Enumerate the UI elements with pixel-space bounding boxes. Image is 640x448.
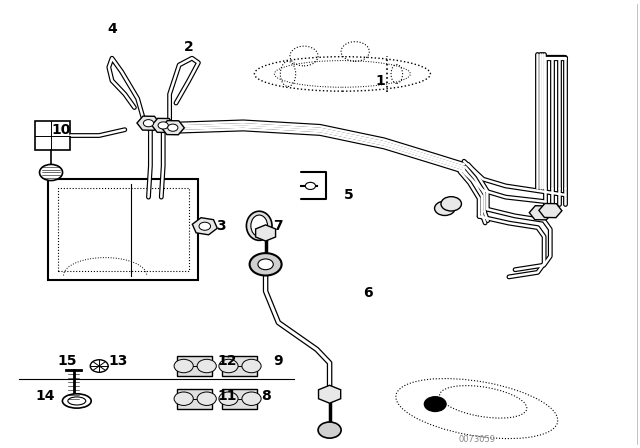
Circle shape: [199, 222, 211, 230]
Bar: [177, 389, 212, 409]
Circle shape: [305, 182, 316, 190]
Text: 6: 6: [363, 286, 373, 301]
Circle shape: [174, 359, 193, 373]
Bar: [177, 356, 212, 376]
Circle shape: [197, 359, 216, 373]
Circle shape: [242, 392, 261, 405]
Text: 13: 13: [109, 353, 128, 368]
Circle shape: [90, 360, 108, 372]
Text: 9: 9: [273, 353, 284, 368]
Circle shape: [174, 392, 193, 405]
Circle shape: [143, 120, 154, 127]
Circle shape: [435, 201, 455, 215]
Circle shape: [40, 164, 63, 181]
Text: 3: 3: [216, 219, 226, 233]
Bar: [58, 188, 189, 271]
Text: 10: 10: [51, 123, 70, 137]
Text: 12: 12: [218, 353, 237, 368]
Text: 14: 14: [35, 389, 54, 404]
Ellipse shape: [251, 215, 268, 237]
Text: 2: 2: [184, 40, 194, 54]
Text: 4: 4: [107, 22, 117, 36]
Circle shape: [158, 122, 168, 129]
Circle shape: [441, 197, 461, 211]
Circle shape: [258, 259, 273, 270]
Text: 1: 1: [376, 73, 386, 88]
Text: 11: 11: [218, 389, 237, 404]
Circle shape: [318, 422, 341, 438]
Circle shape: [168, 124, 178, 131]
Circle shape: [197, 392, 216, 405]
Circle shape: [250, 253, 282, 276]
Circle shape: [242, 359, 261, 373]
Bar: [35, 121, 70, 150]
Ellipse shape: [63, 394, 91, 408]
Ellipse shape: [246, 211, 272, 240]
Bar: [222, 356, 257, 376]
Text: 7: 7: [273, 219, 284, 233]
Text: 15: 15: [58, 353, 77, 368]
Circle shape: [424, 396, 447, 412]
Text: 0073059: 0073059: [458, 435, 495, 444]
Circle shape: [219, 392, 238, 405]
Bar: [48, 179, 198, 280]
Circle shape: [219, 359, 238, 373]
Text: 8: 8: [260, 389, 271, 404]
Text: 5: 5: [344, 188, 354, 202]
Bar: [222, 389, 257, 409]
